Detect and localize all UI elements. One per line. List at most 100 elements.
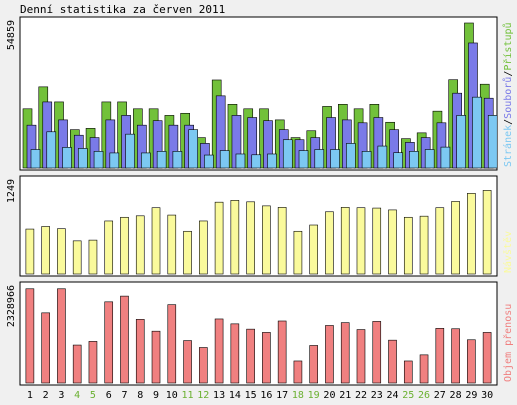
bar-bottom-22	[356, 329, 366, 384]
bar-bottom-5	[88, 341, 98, 384]
x-tick-label: 19	[308, 390, 320, 401]
bar-Stránek-20	[330, 149, 340, 169]
bar-bottom-15	[246, 328, 255, 384]
bar-bottom-19	[309, 345, 318, 384]
bar-bottom-26	[419, 354, 429, 384]
bar-Stránek-29	[472, 96, 482, 169]
bar-middle-28	[451, 201, 460, 275]
bar-bottom-3	[57, 288, 66, 384]
bar-middle-6	[104, 220, 114, 275]
bar-Stránek-1	[30, 149, 41, 169]
bar-bottom-27	[435, 328, 445, 384]
x-tick-label: 2	[43, 390, 49, 401]
bar-middle-29	[467, 193, 476, 275]
bar-bottom-29	[467, 339, 476, 384]
bar-Stránek-7	[125, 133, 135, 169]
bar-bottom-28	[451, 328, 460, 384]
bar-bottom-9	[151, 330, 161, 384]
x-tick-label: 30	[481, 390, 493, 401]
bar-Stránek-9	[156, 151, 167, 169]
x-tick-label: 10	[166, 390, 178, 401]
bar-middle-22	[356, 207, 366, 275]
bar-middle-13	[214, 201, 224, 275]
legend-top: Stránek/Souborů/Přístupů	[502, 22, 514, 167]
x-tick-label: 20	[323, 390, 335, 401]
bar-Stránek-4	[78, 148, 88, 169]
x-tick-label: 1	[27, 390, 33, 401]
bar-Stránek-15	[251, 154, 262, 169]
bar-bottom-13	[214, 318, 224, 384]
bar-middle-10	[167, 214, 177, 275]
ymax-label-middle: 1249	[6, 179, 17, 203]
bar-Stránek-14	[235, 153, 246, 169]
chart-title: Denní statistika za červen 2011	[20, 3, 225, 16]
x-tick-label: 23	[371, 390, 383, 401]
legend-middle: Návštěv	[502, 231, 514, 273]
bar-bottom-6	[104, 301, 114, 384]
bar-Stránek-16	[267, 153, 277, 169]
bar-middle-21	[340, 207, 350, 275]
bar-Stránek-10	[172, 151, 183, 169]
x-tick-label: 29	[465, 390, 477, 401]
bar-middle-30	[482, 190, 492, 275]
bar-bottom-14	[230, 323, 240, 384]
x-tick-label: 11	[182, 390, 194, 401]
bar-bottom-24	[388, 339, 397, 384]
x-axis-labels: 1 2 3 4 5 6 7 8 9 10 11 12 13 14 15 16 17 18 19 20 21 22 23 24 2…	[27, 390, 493, 401]
bar-Stránek-27	[440, 146, 451, 169]
x-tick-label: 25	[402, 390, 414, 401]
x-tick-label: 4	[74, 390, 80, 401]
x-tick-label: 27	[434, 390, 446, 401]
x-tick-label: 26	[418, 390, 430, 401]
bar-middle-7	[120, 216, 129, 275]
bar-bottom-20	[325, 325, 334, 384]
bar-middle-11	[183, 230, 192, 275]
bar-middle-15	[246, 201, 255, 275]
bar-Stránek-17	[282, 139, 293, 169]
bar-middle-12	[199, 220, 208, 275]
bar-Stránek-13	[219, 150, 230, 169]
bar-Stránek-18	[298, 150, 309, 169]
legend-item: Přístupů	[502, 22, 514, 70]
bar-bottom-21	[340, 322, 350, 384]
x-tick-label: 9	[153, 390, 159, 401]
bar-bottom-10	[167, 304, 177, 384]
bar-middle-20	[325, 211, 334, 275]
bar-middle-24	[388, 209, 397, 275]
bar-middle-3	[57, 228, 66, 275]
x-tick-label: 6	[106, 390, 112, 401]
bar-bottom-18	[293, 360, 303, 384]
bar-Stránek-23	[377, 145, 388, 169]
bar-Stránek-2	[46, 131, 57, 169]
bar-Stránek-28	[456, 115, 467, 169]
bar-Stránek-22	[361, 151, 372, 169]
bar-bottom-11	[183, 340, 192, 384]
bar-bottom-8	[135, 319, 145, 384]
x-tick-label: 3	[58, 390, 64, 401]
bar-middle-25	[403, 216, 413, 275]
bar-Stránek-26	[424, 149, 435, 169]
bar-Stránek-30	[487, 115, 498, 169]
ymax-label-bottom: 2328966	[6, 285, 17, 327]
bar-Stránek-11	[188, 129, 198, 169]
bar-Stránek-24	[393, 152, 403, 169]
x-tick-label: 5	[90, 390, 96, 401]
bar-middle-19	[309, 224, 318, 275]
bar-Stránek-21	[346, 143, 356, 169]
legend-item: Objem přenosu	[502, 304, 514, 382]
bar-Stránek-3	[62, 147, 72, 169]
bar-middle-1	[25, 228, 35, 275]
bar-middle-2	[41, 226, 50, 275]
x-tick-label: 15	[245, 390, 257, 401]
bar-middle-4	[72, 240, 82, 275]
panel-bottom	[19, 281, 498, 386]
x-tick-label: 22	[355, 390, 367, 401]
bar-Stránek-25	[409, 151, 419, 169]
bar-middle-14	[230, 200, 240, 275]
x-tick-label: 24	[386, 390, 398, 401]
legend-separator: /	[503, 71, 514, 77]
bar-middle-5	[88, 239, 98, 275]
bar-bottom-23	[372, 321, 382, 384]
bar-middle-17	[277, 207, 287, 275]
x-tick-label: 12	[197, 390, 209, 401]
